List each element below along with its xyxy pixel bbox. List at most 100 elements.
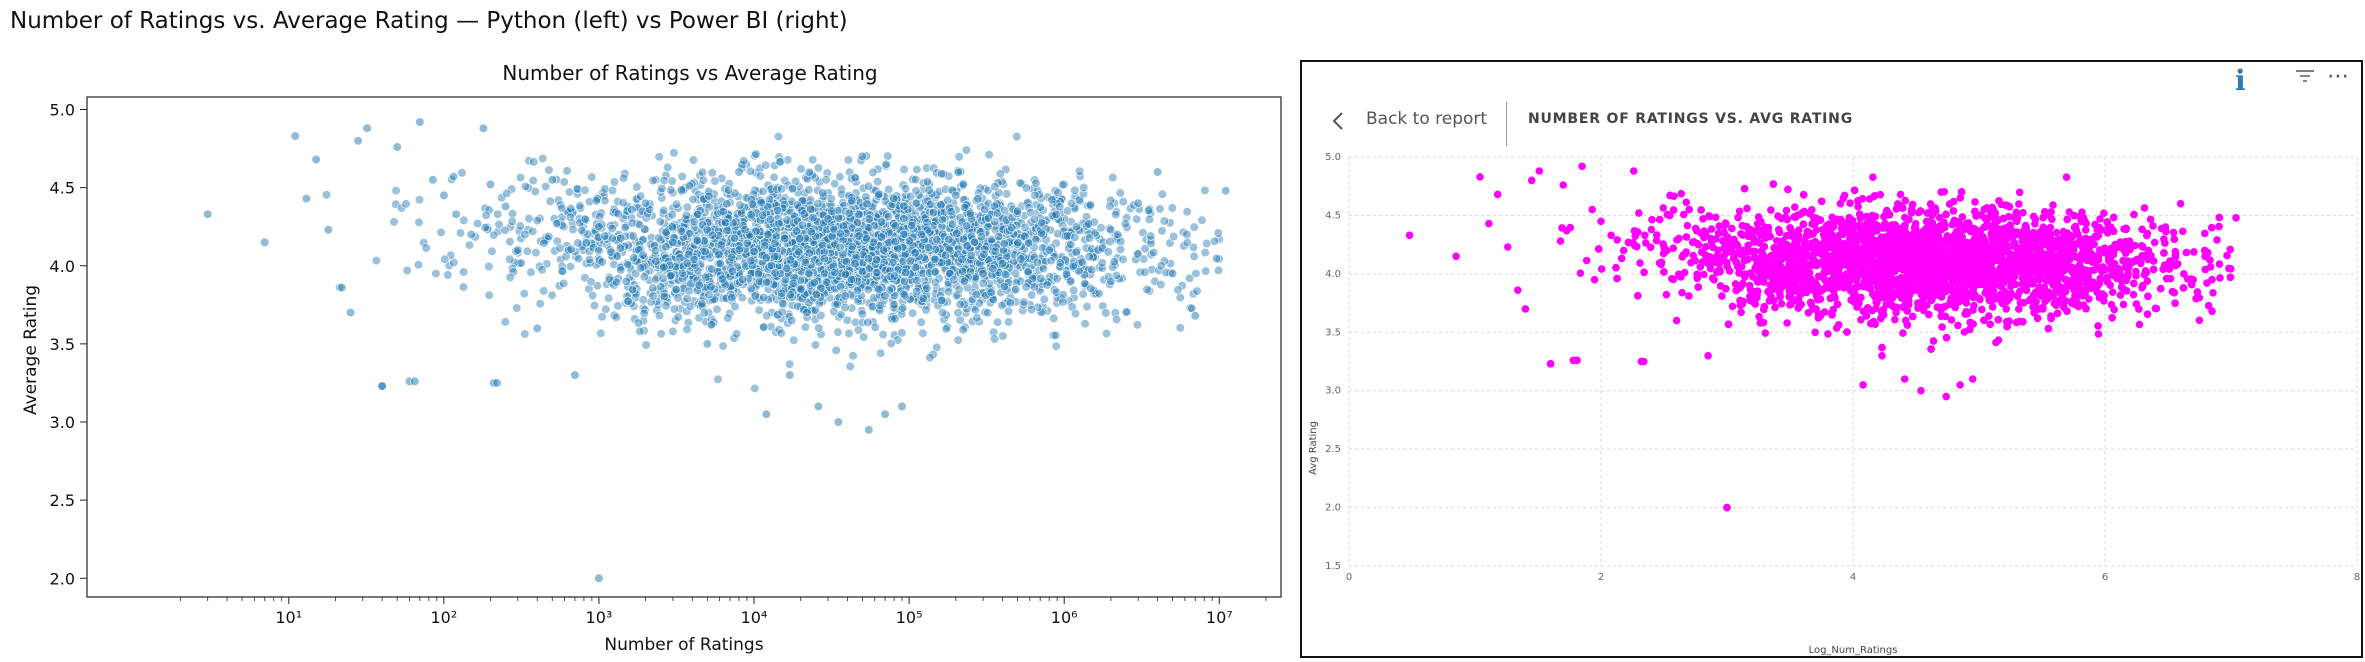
python-point [911,175,920,184]
python-point [1158,227,1167,236]
python-point [989,264,998,273]
python-point [601,305,610,314]
python-point [739,157,748,166]
python-point [848,197,857,206]
python-point [601,232,610,241]
python-point [437,228,446,237]
python-point [1134,199,1143,208]
python-point [415,218,424,227]
python-point [824,215,833,224]
python-point [945,235,954,244]
python-point [833,300,842,309]
filter-icon[interactable] [2295,68,2315,84]
chevron-left-icon[interactable] [1328,104,1348,138]
python-point [1037,274,1046,283]
python-point [912,187,921,196]
python-point [467,230,476,239]
python-point [1190,252,1199,261]
python-point [707,321,716,330]
python-point [762,278,771,287]
python-point [1013,132,1022,141]
info-icon[interactable]: i [2235,64,2246,97]
python-point [411,377,420,386]
python-point [718,275,727,284]
python-point [881,292,890,301]
python-point [931,268,940,277]
python-point [629,232,638,241]
python-point [422,244,431,253]
python-y-tick-label: 2.5 [50,491,75,510]
python-point [559,279,568,288]
python-point [617,234,626,243]
python-point [1183,238,1192,247]
python-point [1054,188,1063,197]
python-point [931,278,940,287]
python-point [717,241,726,250]
python-point [899,230,908,239]
python-point [1022,184,1031,193]
python-point [544,232,553,241]
python-point [1183,207,1192,216]
python-point [1079,183,1088,192]
python-point [485,262,494,271]
python-y-tick-label: 4.0 [50,257,75,276]
python-point [449,172,458,181]
python-point [752,227,761,236]
powerbi-point [1678,289,1686,297]
python-point [674,313,683,322]
python-point [1002,190,1011,199]
python-point [473,219,482,228]
python-point [774,132,783,141]
python-point [678,269,687,278]
python-point [984,214,993,223]
python-point [322,191,331,200]
more-options-icon[interactable]: ⋯ [2327,64,2350,89]
python-point [1088,266,1097,275]
python-point [689,156,698,165]
python-point [581,186,590,195]
python-point [416,118,425,127]
python-x-tick-label: 10⁵ [896,608,923,627]
python-point [853,286,862,295]
python-point [659,274,668,283]
python-point [1004,318,1013,327]
python-point [699,176,708,185]
python-point [864,254,873,263]
python-point [727,253,736,262]
python-point [1078,258,1087,267]
python-point [879,330,888,339]
python-point [811,341,820,350]
python-point [786,291,795,300]
python-point [901,184,910,193]
header-divider [1506,102,1507,146]
python-point [871,323,880,332]
python-point [541,182,550,191]
python-point [711,177,720,186]
python-chart-title: Number of Ratings vs Average Rating [502,61,877,85]
python-point [869,168,878,177]
python-point [558,267,567,276]
python-point [859,333,868,342]
python-y-axis: 2.02.53.03.54.04.55.0 [50,101,87,589]
python-point [479,124,488,133]
python-point [614,302,623,311]
python-point [994,232,1003,241]
python-point [747,211,756,220]
python-point [807,227,816,236]
python-point [698,168,707,177]
back-to-report-link[interactable]: Back to report [1366,109,1487,129]
python-point [887,339,896,348]
powerbi-point [1700,271,1708,279]
python-point [990,335,999,344]
python-point [735,168,744,177]
python-point [527,268,536,277]
python-point [873,177,882,186]
python-point [844,156,853,165]
python-point [719,342,728,351]
python-point [917,318,926,327]
python-point [858,310,867,319]
python-point [567,245,576,254]
python-point [488,247,497,256]
python-point [612,313,621,322]
